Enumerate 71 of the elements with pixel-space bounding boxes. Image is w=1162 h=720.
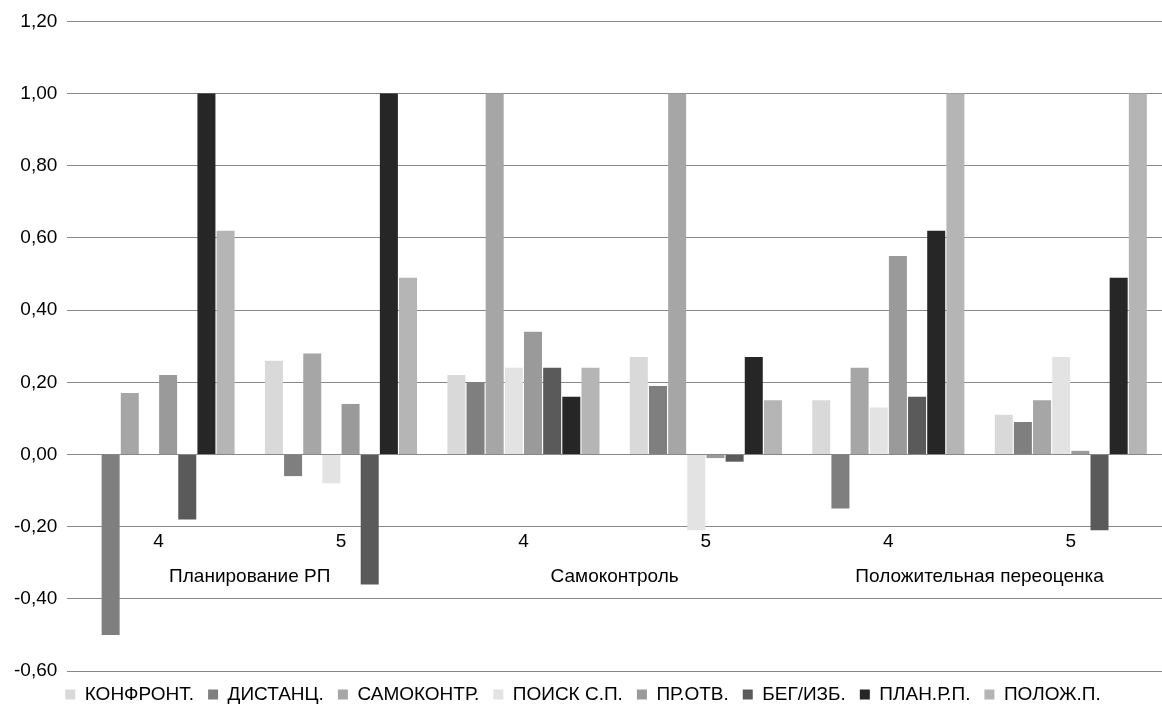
bar (1071, 450, 1090, 454)
x-tick-label: 4 (518, 530, 530, 552)
bar (341, 403, 360, 454)
bar (869, 407, 888, 454)
x-tick-label: 5 (700, 530, 712, 552)
bar (888, 255, 907, 454)
bar (725, 454, 744, 462)
y-tick-label: 0,60 (20, 226, 58, 248)
y-tick-label: 1,00 (20, 81, 58, 103)
annotation: Положительная переоценка (855, 564, 1105, 586)
bar (908, 396, 927, 454)
bar (1128, 93, 1147, 454)
y-tick-label: 0,20 (20, 370, 58, 392)
bar (322, 454, 341, 484)
bar (284, 454, 303, 477)
bar (812, 400, 831, 454)
legend-label: БЕГ/ИЗБ. (762, 682, 846, 704)
y-tick-label: 0,40 (20, 298, 58, 320)
bar (927, 230, 946, 454)
bar (197, 93, 216, 454)
bar (850, 367, 869, 454)
bar (581, 367, 600, 454)
legend-label: ПЛАН.Р.П. (879, 682, 971, 704)
legend-label: ПОЛОЖ.П. (1003, 682, 1101, 704)
bar (379, 93, 398, 454)
y-tick-label: 1,20 (20, 9, 58, 31)
y-tick-label: 0,00 (20, 442, 58, 464)
bar (562, 396, 581, 454)
bar (668, 93, 687, 454)
bar (178, 454, 197, 520)
bar (831, 454, 850, 509)
x-tick-label: 5 (335, 530, 347, 552)
bar (485, 93, 504, 454)
legend-label: ДИСТАНЦ. (227, 682, 324, 704)
bar (687, 454, 706, 531)
bar (946, 93, 965, 454)
bar (216, 230, 235, 454)
x-tick-label: 4 (883, 530, 895, 552)
bar (1109, 277, 1128, 454)
bar (360, 454, 379, 585)
y-tick-label: 0,80 (20, 153, 58, 175)
bar (524, 331, 543, 454)
legend-label: ПОИСК С.П. (512, 682, 623, 704)
y-tick-label: -0,60 (13, 659, 58, 681)
bar (763, 400, 782, 454)
bar (994, 414, 1013, 454)
bar (1013, 421, 1032, 454)
x-tick-label: 4 (153, 530, 165, 552)
legend-label: ПР.ОТВ. (656, 682, 729, 704)
annotation: Самоконтроль (550, 564, 679, 586)
bar (504, 367, 523, 454)
bar (303, 353, 322, 454)
x-tick-label: 5 (1065, 530, 1077, 552)
annotation: Планирование РП (169, 564, 331, 586)
bar (264, 360, 283, 454)
bar (447, 375, 466, 454)
bar (1052, 357, 1071, 454)
bar (399, 277, 418, 454)
y-tick-label: -0,20 (13, 514, 58, 536)
bar (648, 385, 667, 454)
bar (120, 393, 139, 454)
bar (706, 454, 725, 459)
bar (1090, 454, 1109, 531)
bar (744, 357, 763, 454)
bar (543, 367, 562, 454)
bar (1033, 400, 1052, 454)
bar (629, 357, 648, 454)
y-tick-label: -0,40 (13, 587, 58, 609)
legend-label: КОНФРОНТ. (84, 682, 195, 704)
bar (159, 375, 178, 454)
legend-label: САМОКОНТР. (357, 682, 480, 704)
